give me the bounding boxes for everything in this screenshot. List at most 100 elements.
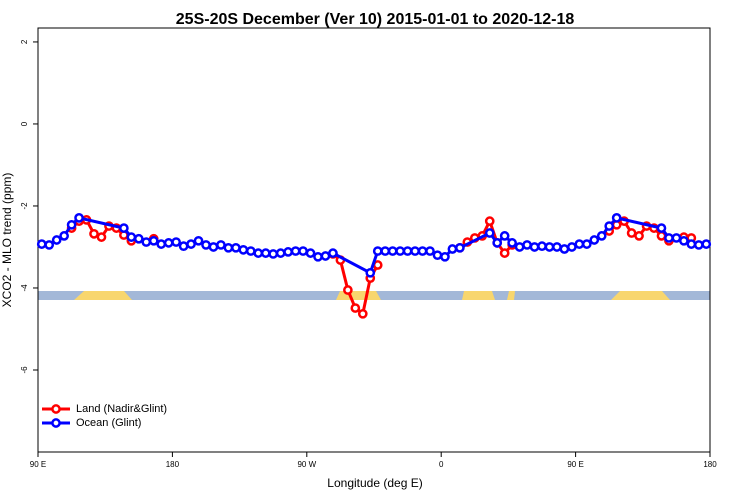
data-point bbox=[574, 239, 585, 249]
data-point bbox=[320, 251, 331, 261]
data-point bbox=[544, 242, 555, 252]
x-tick-label: 90 W bbox=[297, 460, 316, 469]
data-point bbox=[283, 247, 293, 257]
data-point bbox=[313, 251, 323, 262]
data-point bbox=[96, 232, 107, 242]
y-tick-label: -4 bbox=[20, 284, 29, 292]
data-point bbox=[186, 239, 196, 249]
data-point bbox=[51, 235, 62, 245]
data-point bbox=[365, 267, 376, 278]
data-point bbox=[178, 241, 189, 252]
data-point bbox=[559, 244, 570, 254]
x-tick-label: 0 bbox=[439, 460, 444, 469]
data-point bbox=[522, 240, 532, 250]
y-tick-label: -6 bbox=[20, 366, 29, 374]
data-point bbox=[223, 242, 234, 253]
data-point bbox=[679, 235, 689, 246]
chart-title: 25S-20S December (Ver 10) 2015-01-01 to … bbox=[176, 11, 575, 28]
legend-swatch-point bbox=[51, 404, 61, 414]
data-point bbox=[693, 240, 704, 250]
plot-frame bbox=[37, 27, 711, 453]
legend-label: Ocean (Glint) bbox=[76, 417, 141, 429]
data-point bbox=[44, 240, 55, 250]
data-point bbox=[514, 242, 525, 252]
data-point bbox=[581, 239, 592, 249]
data-point bbox=[350, 303, 361, 313]
data-point bbox=[447, 244, 458, 254]
data-point bbox=[231, 242, 241, 253]
x-axis-label: Longitude (deg E) bbox=[327, 476, 422, 490]
data-point bbox=[604, 221, 615, 231]
data-point bbox=[507, 238, 517, 248]
y-tick-label: -2 bbox=[20, 202, 29, 210]
data-point bbox=[537, 241, 547, 252]
data-point bbox=[89, 228, 99, 239]
data-point bbox=[567, 242, 577, 252]
data-point bbox=[417, 246, 428, 256]
data-point bbox=[432, 250, 443, 261]
data-point bbox=[686, 239, 697, 249]
data-point bbox=[290, 246, 301, 256]
data-point bbox=[201, 240, 211, 250]
data-point bbox=[343, 285, 353, 295]
data-point bbox=[328, 248, 338, 258]
data-point bbox=[402, 246, 413, 256]
data-point bbox=[253, 248, 264, 258]
data-point bbox=[238, 244, 249, 255]
data-point bbox=[126, 232, 137, 242]
x-tick-label: 180 bbox=[703, 460, 717, 469]
land-patch bbox=[611, 291, 670, 300]
data-point bbox=[634, 231, 644, 241]
data-point bbox=[671, 233, 682, 243]
legend-swatch-point bbox=[51, 418, 61, 428]
data-point bbox=[484, 228, 495, 238]
y-tick-label: 2 bbox=[20, 39, 29, 44]
x-tick-label: 180 bbox=[166, 460, 180, 469]
data-point bbox=[499, 231, 510, 241]
data-point bbox=[193, 235, 204, 246]
data-point bbox=[440, 251, 450, 262]
data-point bbox=[395, 246, 405, 256]
data-point bbox=[611, 213, 622, 223]
data-point bbox=[380, 246, 391, 256]
data-point bbox=[208, 242, 219, 252]
data-point bbox=[141, 237, 152, 247]
data-point bbox=[425, 246, 435, 256]
data-point bbox=[484, 216, 495, 226]
data-point bbox=[589, 235, 600, 245]
data-point bbox=[156, 239, 167, 249]
data-point bbox=[268, 249, 279, 259]
x-tick-label: 90 E bbox=[567, 460, 583, 469]
data-point bbox=[656, 223, 667, 233]
data-point bbox=[701, 239, 712, 249]
data-point bbox=[596, 231, 607, 241]
data-point bbox=[59, 231, 69, 241]
data-point bbox=[499, 248, 510, 258]
data-point bbox=[305, 248, 316, 258]
data-point bbox=[275, 248, 286, 258]
data-point bbox=[171, 237, 181, 247]
data-point bbox=[455, 242, 465, 253]
data-point bbox=[410, 246, 420, 256]
land-patch bbox=[336, 291, 381, 300]
data-point bbox=[357, 308, 368, 319]
data-point bbox=[664, 233, 674, 243]
land-ocean-strip bbox=[38, 291, 710, 300]
data-point bbox=[529, 242, 540, 252]
data-point bbox=[492, 238, 503, 248]
legend-label: Land (Nadir&Glint) bbox=[76, 403, 167, 415]
land-patch bbox=[507, 291, 515, 300]
data-point bbox=[66, 219, 77, 230]
data-point bbox=[387, 246, 398, 256]
data-point bbox=[260, 248, 271, 258]
data-point bbox=[148, 235, 159, 246]
data-point bbox=[119, 223, 129, 233]
data-point bbox=[245, 246, 256, 256]
data-point bbox=[552, 242, 562, 252]
data-point bbox=[163, 238, 174, 248]
land-patch bbox=[462, 291, 495, 300]
data-point bbox=[298, 246, 308, 256]
data-point bbox=[216, 240, 226, 250]
x-tick-label: 90 E bbox=[30, 460, 46, 469]
